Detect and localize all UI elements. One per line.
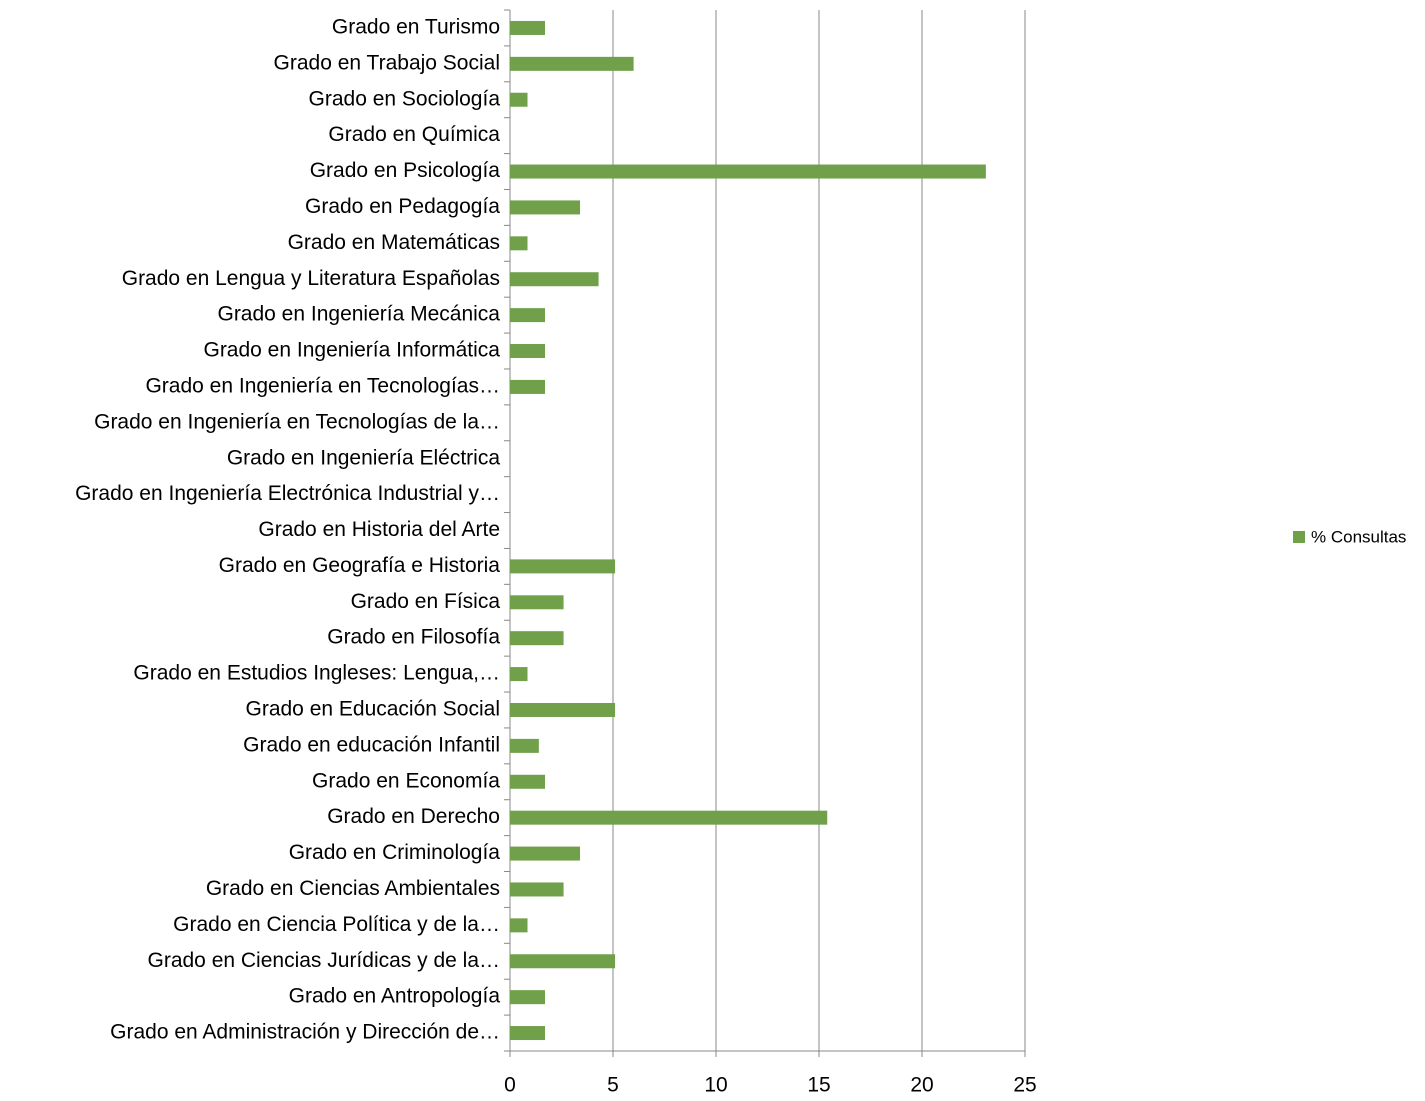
y-tick-label: Grado en Ciencias Jurídicas y de la…	[148, 949, 501, 972]
legend-swatch	[1293, 531, 1305, 543]
bar	[510, 990, 546, 1005]
y-tick-label: Grado en Lengua y Literatura Españolas	[122, 267, 500, 290]
bar	[510, 918, 528, 933]
bar	[510, 631, 564, 646]
x-tick-label: 15	[807, 1074, 830, 1096]
y-tick-label: Grado en Geografía e Historia	[219, 554, 501, 577]
bar	[510, 344, 546, 359]
y-tick-label: Grado en Economía	[312, 769, 500, 792]
y-tick-label: Grado en Filosofía	[327, 626, 500, 649]
y-tick-label: Grado en Psicología	[310, 159, 501, 182]
bar	[510, 846, 581, 861]
x-tick-label: 20	[910, 1074, 933, 1096]
x-tick-label: 5	[607, 1074, 619, 1096]
bar	[510, 882, 564, 897]
y-tick-label: Grado en Historia del Arte	[258, 518, 500, 541]
y-tick-label: Grado en Química	[328, 123, 500, 146]
y-tick-label: Grado en educación Infantil	[243, 733, 500, 756]
legend-label: % Consultas	[1311, 527, 1406, 546]
bar	[510, 1026, 546, 1041]
y-tick-label: Grado en Educación Social	[246, 698, 501, 721]
bar	[510, 200, 581, 215]
y-tick-label: Grado en Ingeniería en Tecnologías…	[145, 374, 500, 397]
bar	[510, 559, 616, 574]
y-tick-label: Grado en Turismo	[332, 15, 500, 38]
y-tick-label: Grado en Física	[351, 590, 501, 613]
y-tick-label: Grado en Ciencias Ambientales	[206, 877, 500, 900]
y-tick-label: Grado en Matemáticas	[288, 231, 500, 254]
bar	[510, 667, 528, 682]
bar	[510, 164, 986, 179]
bar	[510, 954, 616, 969]
y-tick-label: Grado en Trabajo Social	[274, 51, 500, 74]
bar	[510, 236, 528, 251]
y-tick-label: Grado en Ingeniería Electrónica Industri…	[75, 482, 500, 505]
y-tick-label: Grado en Ciencia Política y de la…	[173, 913, 500, 936]
bar	[510, 738, 539, 753]
y-tick-label: Grado en Ingeniería Eléctrica	[227, 446, 500, 469]
y-tick-label: Grado en Derecho	[327, 805, 500, 828]
bar	[510, 595, 564, 610]
bar	[510, 92, 528, 107]
y-tick-label: Grado en Ingeniería en Tecnologías de la…	[94, 410, 500, 433]
y-tick-label: Grado en Pedagogía	[305, 195, 500, 218]
bar	[510, 56, 634, 71]
y-tick-label: Grado en Administración y Dirección de…	[110, 1021, 500, 1044]
bar	[510, 702, 616, 717]
y-tick-label: Grado en Antropología	[289, 985, 501, 1008]
x-tick-label: 0	[504, 1074, 516, 1096]
y-tick-label: Grado en Ingeniería Mecánica	[217, 303, 500, 326]
bar	[510, 308, 546, 323]
bar	[510, 774, 546, 789]
bar	[510, 810, 828, 825]
y-tick-label: Grado en Ingeniería Informática	[203, 339, 500, 362]
y-tick-label: Grado en Criminología	[289, 841, 501, 864]
x-tick-label: 25	[1013, 1074, 1036, 1096]
bar	[510, 272, 599, 287]
bar	[510, 379, 546, 394]
x-tick-label: 10	[704, 1074, 727, 1096]
y-tick-label: Grado en Sociología	[309, 87, 501, 110]
y-tick-label: Grado en Estudios Ingleses: Lengua,…	[133, 662, 500, 685]
bar	[510, 20, 546, 35]
